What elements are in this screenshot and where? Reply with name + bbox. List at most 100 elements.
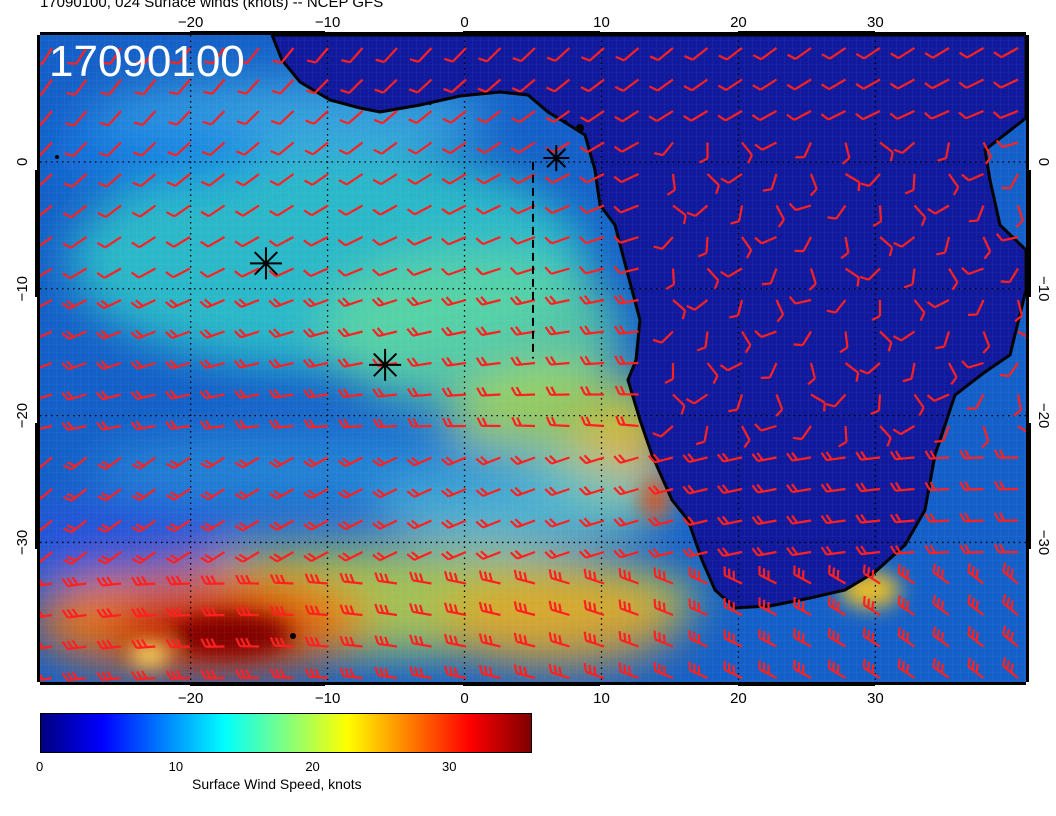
lat-tick-label-left: 0 [14,158,31,166]
wind-barb [995,139,1019,149]
wind-barb [548,569,570,585]
wind-barb [961,267,984,276]
wind-barb [339,635,363,648]
wind-barb [40,299,53,310]
wind-barb [234,519,260,532]
wind-barb [373,110,398,125]
wind-barb [959,481,984,491]
wind-barb [200,204,226,218]
wind-barb [441,356,467,367]
wind-barb [613,141,640,153]
wind-barb [775,394,784,417]
wind-barb [40,519,53,534]
wind-barb [269,668,294,680]
wind-barb [40,391,53,401]
wind-barb [199,236,226,248]
wind-barb [825,393,847,408]
wind-barb [893,141,916,155]
wind-barb [718,47,743,61]
wind-barb [664,363,675,384]
wind-barb [855,47,881,60]
wind-barb [859,362,881,375]
wind-barb [441,204,467,216]
wind-barb [862,627,881,648]
wind-barb [786,546,812,557]
wind-barb [648,110,674,122]
wind-barb [443,633,467,648]
wind-barb [754,235,777,245]
wind-barb [509,455,536,466]
wind-barb [61,671,87,682]
wind-barb [820,451,846,462]
wind-barb [855,450,881,461]
wind-barb [339,110,364,125]
wind-barb [303,267,329,278]
wind-barb [97,488,122,502]
wind-barb [233,298,260,309]
wind-barb [892,330,916,342]
wind-barb [758,565,777,585]
wind-barb [478,47,502,63]
wind-barb [338,418,363,429]
wind-barb [820,545,846,556]
wind-barb [855,545,881,556]
wind-barb [135,47,157,65]
wind-barb [200,456,226,469]
wind-barb [96,420,122,431]
wind-barb [892,425,916,436]
wind-barb [200,173,226,187]
wind-barb [838,425,848,448]
wind-barb [443,602,467,617]
wind-barb [579,173,605,184]
wind-barb [236,110,260,126]
wind-barb [672,204,687,225]
wind-barb [440,456,467,466]
wind-barb [509,486,536,497]
wind-barb [40,488,53,503]
wind-barb [442,110,467,124]
colorbar-tick-label: 30 [442,759,457,774]
wind-barb [95,329,122,340]
wind-barb [775,299,785,323]
wind-barb [509,266,536,276]
wind-barb [408,78,433,94]
wind-barb [96,299,122,310]
wind-barb [131,607,156,618]
wind-barb [613,548,639,559]
wind-barb [844,173,861,192]
wind-barb [961,172,984,182]
wind-barb [268,456,295,468]
wind-barb [614,110,640,123]
wind-barb [613,265,639,275]
wind-barb [440,235,467,246]
lon-tick-label-bottom: 20 [730,690,747,707]
lon-tick-label-bottom: −20 [178,690,203,707]
wind-barb [40,671,53,682]
wind-barb [64,141,88,158]
wind-barb [1017,330,1026,349]
wind-barb [683,110,709,122]
wind-barb [303,551,329,563]
wind-barb [375,47,398,64]
wind-barb [618,599,639,617]
wind-barb [720,267,743,278]
graticule [40,35,1026,682]
wind-barb [932,657,950,679]
wind-barb [860,173,881,187]
wind-barb [728,394,744,413]
wind-barb [133,110,157,127]
storm-markers [249,145,570,381]
wind-barb [697,236,709,258]
wind-barb [647,516,674,527]
wind-barb [476,417,501,428]
wind-barb [1002,657,1019,679]
wind-barb [131,551,157,564]
wind-barb [272,47,295,64]
wind-barb [509,518,536,529]
lon-tick-label-top: 10 [593,14,610,31]
wind-barb [706,267,720,290]
colorbar-tick-label: 10 [168,759,184,774]
wind-barb [303,418,329,429]
wind-barb [810,393,826,412]
wind-barb [61,360,87,371]
